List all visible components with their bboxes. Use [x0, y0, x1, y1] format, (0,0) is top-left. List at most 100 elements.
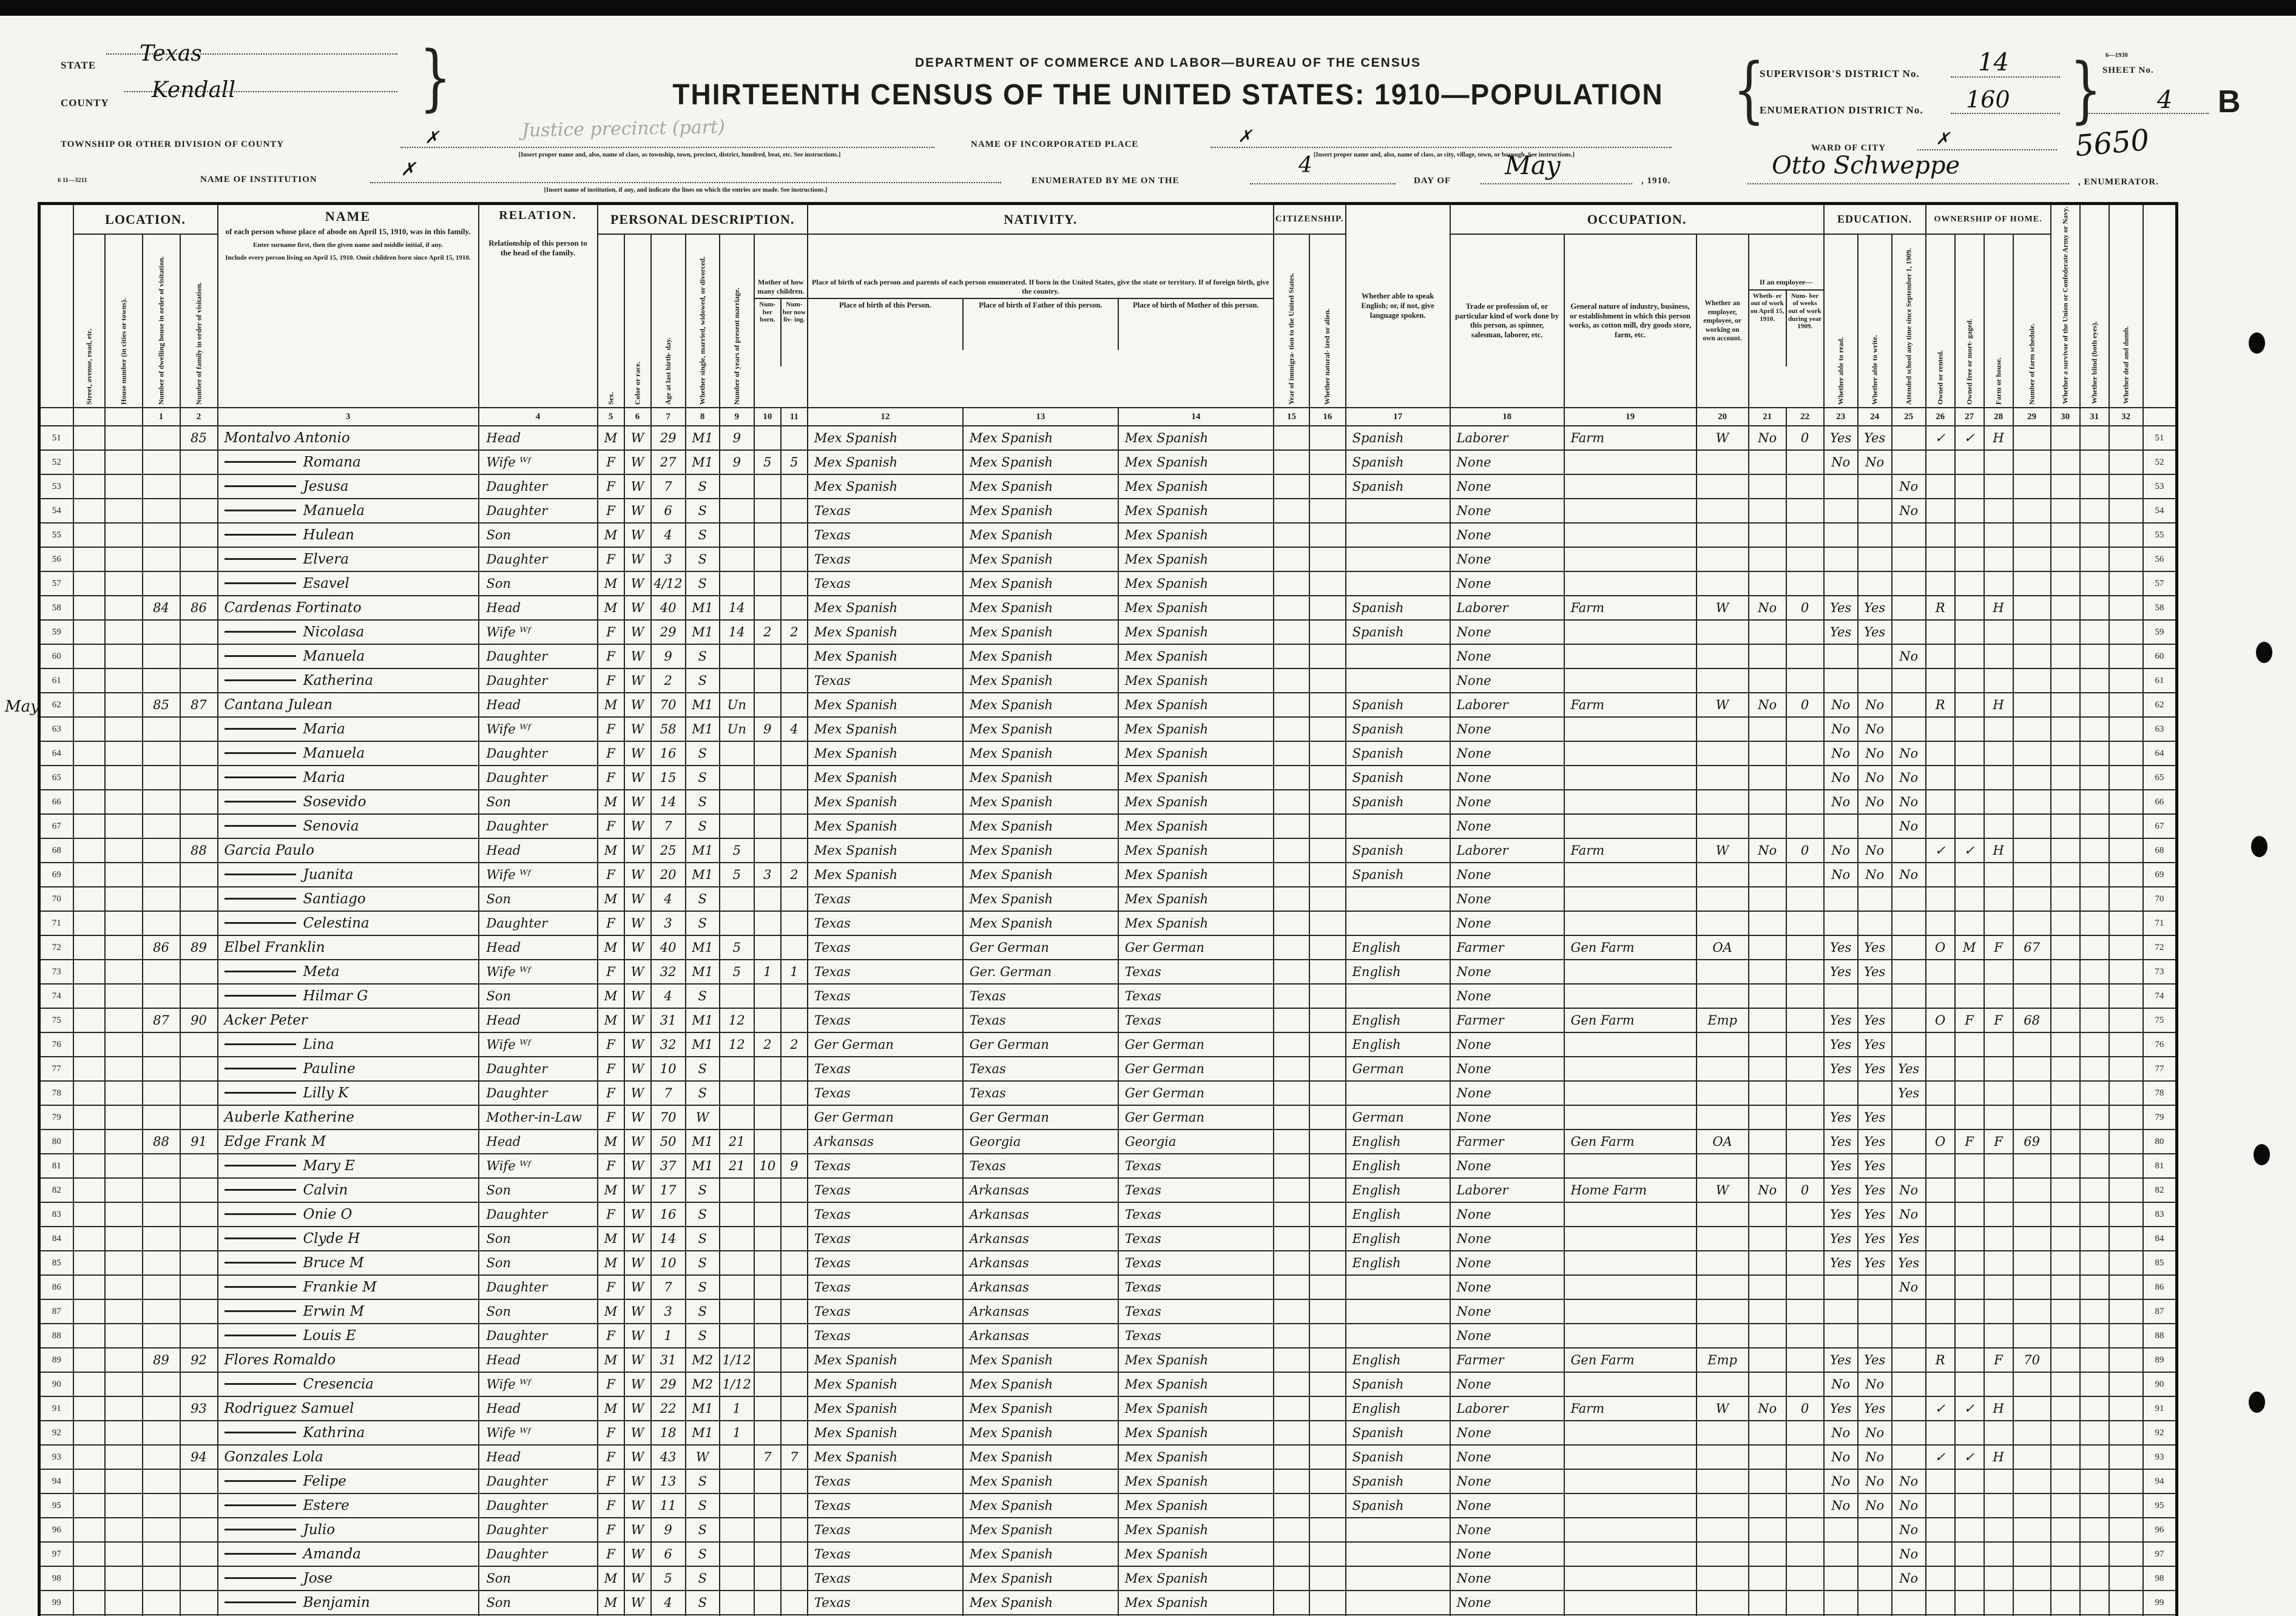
weeks-out-cell: [1785, 498, 1825, 524]
house-number-cell: [104, 619, 143, 645]
read-cell: [1823, 911, 1859, 937]
children-living-cell: [780, 1056, 808, 1082]
veteran-cell: [2050, 716, 2081, 742]
farm-schedule-cell: [2012, 1493, 2051, 1519]
read-cell: Yes: [1823, 1056, 1859, 1082]
immigration-cell: [1272, 765, 1311, 791]
name-cell: Bender Henry O: [217, 1614, 479, 1616]
weeks-out-cell: [1785, 1299, 1825, 1325]
name-cell: Amanda: [217, 1541, 479, 1567]
weeks-out-cell: [1785, 959, 1825, 985]
mother-birthplace-cell: Georgia: [1117, 1129, 1274, 1155]
ward-value: ✗: [1936, 129, 1950, 149]
veteran-cell: [2050, 1614, 2081, 1616]
out-of-work-cell: [1747, 644, 1787, 670]
birthplace-subheader: Place of birth of this Person.: [839, 301, 931, 310]
school-cell: [1891, 886, 1926, 912]
father-birthplace-cell: Mex Spanish: [962, 1590, 1119, 1616]
naturalized-cell: [1309, 668, 1346, 694]
deaf-cell: [2108, 838, 2144, 864]
line-number: 64: [38, 741, 74, 767]
write-cell: [1857, 668, 1893, 694]
father-birthplace-cell: Mex Spanish: [962, 425, 1119, 451]
children-living-cell: [780, 692, 808, 718]
school-cell: Yes: [1891, 1056, 1926, 1082]
line-number: 83: [38, 1202, 74, 1228]
owned-rented-cell: [1925, 741, 1956, 767]
color-cell: W: [623, 1493, 652, 1519]
age-cell: 7: [650, 474, 686, 500]
out-of-work-cell: [1747, 1323, 1787, 1349]
children-living-cell: 9: [780, 1153, 808, 1179]
children-living-cell: [780, 1347, 808, 1373]
birthplace-cell: Mex Spanish: [806, 789, 964, 815]
school-cell: [1891, 716, 1926, 742]
line-number: 90: [2142, 1372, 2178, 1398]
table-row: 70 Santiago Son M W 4 S Texas Mex Spanish Mex Spa…: [38, 886, 2178, 912]
age-cell: 50: [650, 1129, 686, 1155]
relation-cell: Head: [478, 1614, 598, 1616]
read-cell: [1823, 983, 1859, 1009]
father-birthplace-cell: Mex Spanish: [962, 1469, 1119, 1495]
deaf-cell: [2108, 1517, 2144, 1543]
father-birthplace-cell: Mex Spanish: [962, 716, 1119, 742]
line-number: 66: [2142, 789, 2178, 815]
dwelling-cell: [141, 1202, 181, 1228]
children-born-cell: [753, 1590, 782, 1616]
occupation-cell: None: [1449, 619, 1565, 645]
line-number: 97: [38, 1541, 74, 1567]
house-number-cell: [104, 1566, 143, 1592]
write-cell: No: [1857, 716, 1893, 742]
out-of-work-cell: [1747, 474, 1787, 500]
occupation-cell: None: [1449, 1590, 1565, 1616]
house-number-cell: [104, 1614, 143, 1616]
house-number-cell: [104, 1493, 143, 1519]
name-cell: Flores Romaldo: [217, 1347, 479, 1373]
family-cell: [179, 1299, 218, 1325]
birthplace-cell: Texas: [806, 1202, 964, 1228]
name-cell: Bruce M: [217, 1250, 479, 1276]
employer-class-cell: W: [1695, 1177, 1749, 1204]
mother-birthplace-cell: Mex Spanish: [1117, 595, 1274, 621]
father-birthplace-cell: Ger German: [962, 1032, 1119, 1058]
color-cell: W: [623, 498, 652, 524]
employer-class-cell: [1695, 1105, 1749, 1131]
occupation-cell: None: [1449, 1566, 1565, 1592]
table-row: 77 Pauline Daughter F W 10 S Texas Texas Ger Germ…: [38, 1056, 2178, 1082]
sex-cell: F: [596, 765, 625, 791]
blind-cell: [2079, 1541, 2110, 1567]
age-cell: 4: [650, 522, 686, 548]
sex-cell: F: [596, 1153, 625, 1179]
relation-cell: Daughter: [478, 1469, 598, 1495]
employer-class-cell: [1695, 1153, 1749, 1179]
farm-house-cell: [1983, 1202, 2014, 1228]
line-number: 69: [2142, 862, 2178, 888]
relation-cell: Daughter: [478, 1056, 598, 1082]
employer-class-cell: [1695, 522, 1749, 548]
owned-rented-cell: [1925, 1517, 1956, 1543]
free-mortgaged-cell: [1954, 595, 1985, 621]
free-mortgaged-cell: [1954, 1299, 1985, 1325]
ditto-dash: [224, 995, 296, 997]
sex-cell: M: [596, 1250, 625, 1276]
line-number: 75: [2142, 1008, 2178, 1034]
immigration-cell: [1272, 498, 1311, 524]
out-of-work-cell: [1747, 1444, 1787, 1470]
sex-cell: M: [596, 789, 625, 815]
years-married-cell: [718, 911, 755, 937]
marital-cell: M2: [684, 1347, 720, 1373]
institution-note: [Insert name of institution, if any, and…: [544, 187, 828, 194]
deaf-cell: [2108, 1056, 2144, 1082]
children-living-cell: [780, 1590, 808, 1616]
age-cell: 29: [650, 1372, 686, 1398]
owned-rented-cell: [1925, 862, 1956, 888]
table-row: 71 Celestina Daughter F W 3 S Texas Mex Spanish M…: [38, 911, 2178, 937]
street-cell: [72, 1493, 106, 1519]
free-mortgaged-cell: [1954, 716, 1985, 742]
employer-class-cell: [1695, 1250, 1749, 1276]
relation-cell: Daughter: [478, 1541, 598, 1567]
immigration-cell: [1272, 1202, 1311, 1228]
street-cell: [72, 547, 106, 573]
deaf-cell: [2108, 1250, 2144, 1276]
free-mortgaged-cell: F: [1954, 1129, 1985, 1155]
